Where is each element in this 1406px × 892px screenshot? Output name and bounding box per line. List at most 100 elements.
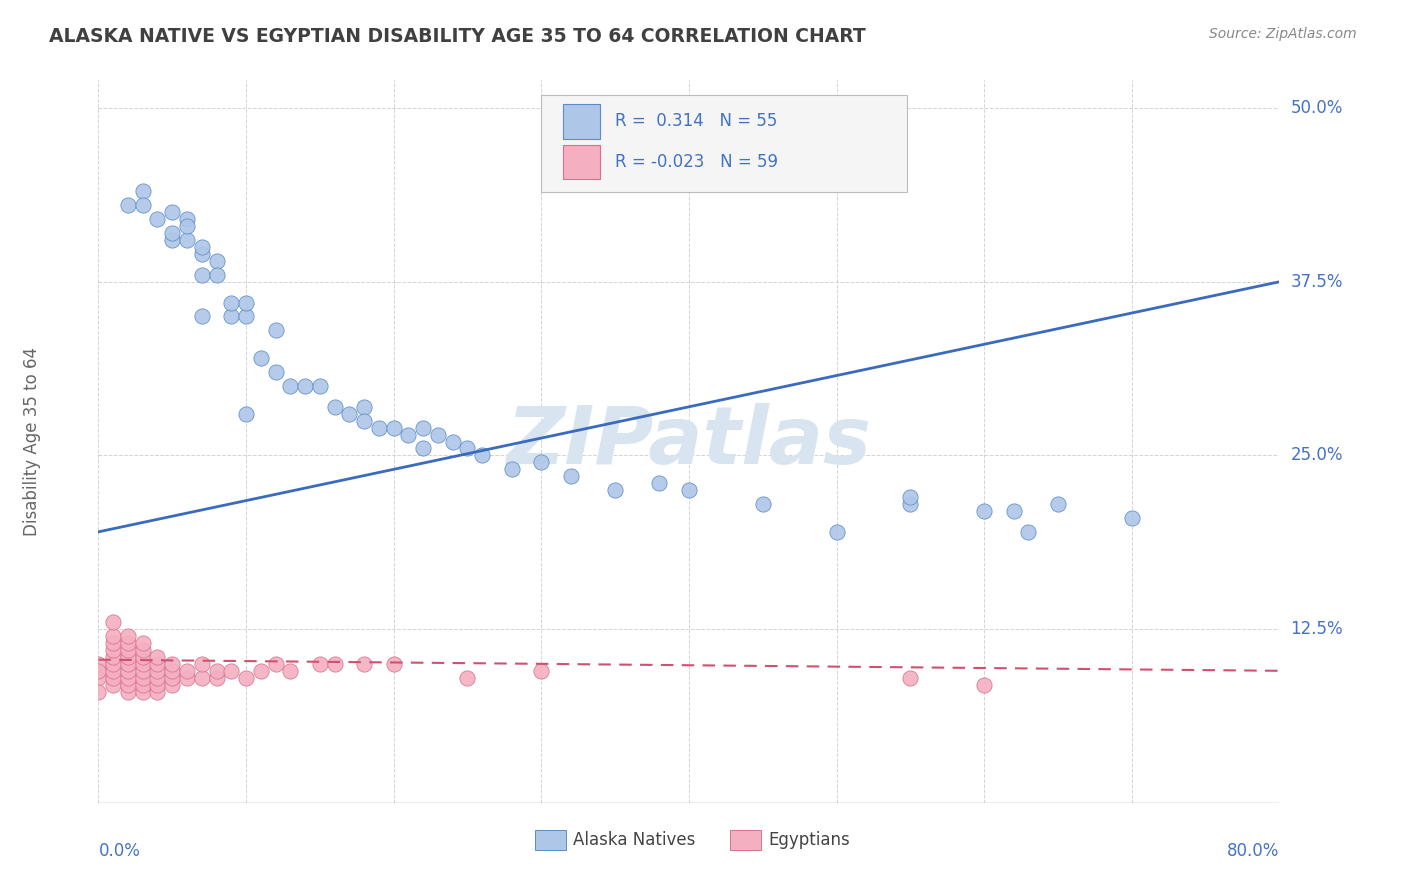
Point	[353, 414, 375, 428]
Point	[191, 310, 214, 324]
Text: R = -0.023   N = 59: R = -0.023 N = 59	[614, 153, 778, 171]
Point	[339, 407, 361, 421]
Point	[117, 684, 139, 698]
Point	[382, 420, 405, 434]
Point	[103, 636, 125, 650]
Point	[146, 678, 169, 692]
Point	[1018, 524, 1040, 539]
Point	[441, 434, 464, 449]
Point	[132, 643, 155, 657]
Point	[162, 226, 183, 240]
Point	[501, 462, 523, 476]
Point	[103, 664, 125, 678]
Bar	[536, 830, 567, 850]
Point	[132, 657, 155, 671]
Point	[103, 629, 125, 643]
Point	[900, 490, 922, 504]
Point	[264, 657, 287, 671]
Text: R =  0.314   N = 55: R = 0.314 N = 55	[614, 112, 778, 130]
Bar	[562, 104, 600, 139]
Point	[294, 379, 316, 393]
Point	[250, 351, 273, 366]
Point	[162, 671, 183, 685]
Point	[235, 671, 257, 685]
Point	[900, 497, 922, 511]
Point	[117, 678, 139, 692]
Point	[353, 657, 375, 671]
Point	[103, 643, 125, 657]
Point	[205, 253, 228, 268]
Point	[752, 497, 775, 511]
Point	[87, 657, 110, 671]
Point	[205, 664, 228, 678]
Point	[87, 684, 110, 698]
Bar	[562, 145, 600, 179]
Text: Source: ZipAtlas.com: Source: ZipAtlas.com	[1209, 27, 1357, 41]
Bar	[730, 830, 761, 850]
Point	[368, 420, 391, 434]
Point	[103, 615, 125, 630]
Point	[323, 400, 346, 414]
Point	[191, 657, 214, 671]
Point	[412, 442, 434, 456]
Point	[117, 198, 139, 212]
Point	[176, 233, 198, 247]
Point	[235, 310, 257, 324]
Point	[162, 678, 183, 692]
Point	[1002, 504, 1025, 518]
Point	[132, 664, 155, 678]
FancyBboxPatch shape	[541, 95, 907, 193]
Point	[900, 671, 922, 685]
Point	[457, 671, 479, 685]
Point	[191, 247, 214, 261]
Point	[280, 379, 302, 393]
Point	[1046, 497, 1070, 511]
Point	[87, 664, 110, 678]
Point	[146, 664, 169, 678]
Point	[560, 469, 582, 483]
Point	[235, 407, 257, 421]
Text: Alaska Natives: Alaska Natives	[574, 830, 696, 848]
Point	[132, 636, 155, 650]
Point	[162, 657, 183, 671]
Point	[117, 636, 139, 650]
Point	[412, 420, 434, 434]
Point	[117, 671, 139, 685]
Point	[103, 671, 125, 685]
Point	[162, 233, 183, 247]
Point	[176, 219, 198, 234]
Point	[973, 678, 995, 692]
Point	[457, 442, 479, 456]
Point	[353, 400, 375, 414]
Point	[162, 205, 183, 219]
Text: 37.5%: 37.5%	[1291, 273, 1343, 291]
Point	[117, 664, 139, 678]
Point	[87, 671, 110, 685]
Point	[146, 657, 169, 671]
Point	[1121, 511, 1143, 525]
Point	[648, 476, 671, 491]
Point	[146, 671, 169, 685]
Text: ALASKA NATIVE VS EGYPTIAN DISABILITY AGE 35 TO 64 CORRELATION CHART: ALASKA NATIVE VS EGYPTIAN DISABILITY AGE…	[49, 27, 866, 45]
Point	[132, 198, 155, 212]
Text: 25.0%: 25.0%	[1291, 446, 1343, 465]
Point	[280, 664, 302, 678]
Point	[117, 649, 139, 664]
Point	[309, 657, 332, 671]
Point	[530, 455, 553, 469]
Text: 0.0%: 0.0%	[98, 842, 141, 860]
Point	[132, 185, 155, 199]
Point	[146, 649, 169, 664]
Point	[973, 504, 995, 518]
Point	[825, 524, 848, 539]
Point	[176, 212, 198, 227]
Point	[678, 483, 700, 498]
Point	[162, 664, 183, 678]
Text: Egyptians: Egyptians	[768, 830, 849, 848]
Point	[471, 449, 494, 463]
Text: Disability Age 35 to 64: Disability Age 35 to 64	[22, 347, 41, 536]
Point	[132, 684, 155, 698]
Point	[221, 664, 243, 678]
Point	[264, 365, 287, 379]
Point	[132, 671, 155, 685]
